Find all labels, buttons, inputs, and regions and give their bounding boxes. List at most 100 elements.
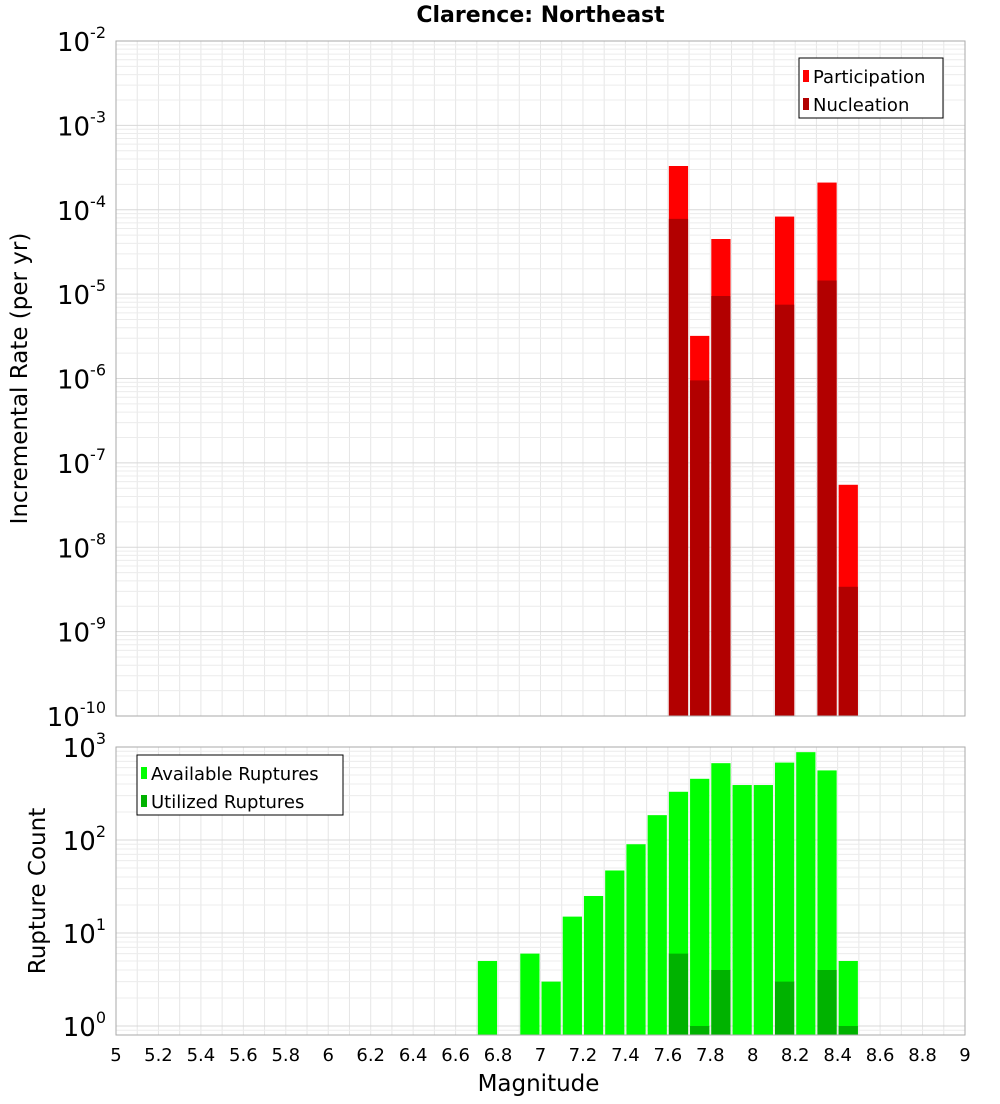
y-tick-base: 10 <box>63 734 96 764</box>
y-tick-label: 10-7 <box>57 445 106 480</box>
bar-utilized-ruptures-8_35 <box>817 969 837 1035</box>
y-tick-exponent: -8 <box>90 529 106 548</box>
x-axis-title: Magnitude <box>478 1071 600 1097</box>
x-tick-label: 5.6 <box>229 1045 258 1066</box>
x-tick-label: 8.8 <box>908 1045 937 1066</box>
legend-swatch <box>803 98 809 110</box>
y-tick-exponent: -3 <box>90 107 106 126</box>
x-tick-label: 9 <box>959 1045 970 1066</box>
bar-available-ruptures-8_45 <box>838 960 858 1035</box>
y-tick-base: 10 <box>63 1013 96 1043</box>
y-tick-base: 10 <box>57 197 90 227</box>
y-tick-exponent: 1 <box>96 915 106 934</box>
bar-nucleation-7_65 <box>668 218 689 716</box>
y-tick-exponent: -7 <box>90 445 106 464</box>
bar-utilized-ruptures-8_15 <box>774 981 795 1035</box>
x-tick-label: 8 <box>747 1045 758 1066</box>
y-tick-label: 10-8 <box>57 529 106 564</box>
y-tick-exponent: -4 <box>90 192 106 211</box>
legend-swatch <box>803 70 809 82</box>
y-tick-exponent: -9 <box>90 614 106 633</box>
bar-nucleation-7_75 <box>690 380 710 716</box>
bar-utilized-ruptures-7_75 <box>690 1025 710 1035</box>
bar-nucleation-8_35 <box>817 280 837 716</box>
y-tick-exponent: -10 <box>80 698 106 717</box>
x-tick-label: 8.6 <box>866 1045 895 1066</box>
y-axis-title: Incremental Rate (per yr) <box>7 233 33 525</box>
bar-available-ruptures-7_95 <box>732 785 752 1035</box>
bar-available-ruptures-7_35 <box>605 870 625 1035</box>
bar-available-ruptures-6_75 <box>477 960 498 1035</box>
legend-label: Available Ruptures <box>151 764 319 785</box>
plot-frame <box>115 40 966 717</box>
y-tick-base: 10 <box>47 703 80 733</box>
chart-title: Clarence: Northeast <box>416 3 665 28</box>
legend-swatch <box>141 795 147 807</box>
x-tick-label: 6.6 <box>441 1045 470 1066</box>
bar-available-ruptures-8_15 <box>774 762 795 1035</box>
y-tick-exponent: 2 <box>96 822 106 841</box>
y-tick-label: 101 <box>63 915 106 950</box>
y-tick-label: 100 <box>63 1008 106 1043</box>
grid-lines <box>116 41 965 716</box>
plot-frame <box>115 746 966 1036</box>
bar-utilized-ruptures-7_85 <box>711 969 731 1035</box>
y-tick-base: 10 <box>57 28 90 58</box>
legend-label: Nucleation <box>813 95 909 116</box>
bar-available-ruptures-7_45 <box>626 844 646 1035</box>
x-tick-label: 5.8 <box>271 1045 300 1066</box>
y-tick-base: 10 <box>57 619 90 649</box>
legend-box <box>798 57 944 119</box>
x-tick-label: 7.2 <box>569 1045 598 1066</box>
y-tick-base: 10 <box>57 450 90 480</box>
y-tick-label: 10-3 <box>57 107 106 142</box>
x-tick-label: 6.4 <box>399 1045 428 1066</box>
x-tick-label: 7.6 <box>654 1045 683 1066</box>
y-tick-base: 10 <box>57 281 90 311</box>
y-tick-base: 10 <box>63 827 96 857</box>
y-tick-exponent: -5 <box>90 276 106 295</box>
legend-label: Participation <box>813 67 925 88</box>
y-tick-label: 10-9 <box>57 614 106 649</box>
x-tick-label: 6 <box>323 1045 334 1066</box>
bar-available-ruptures-7_15 <box>562 916 582 1035</box>
bar-available-ruptures-7_85 <box>711 763 731 1035</box>
y-tick-base: 10 <box>57 534 90 564</box>
y-tick-exponent: 0 <box>96 1008 106 1027</box>
y-axis-title: Rupture Count <box>25 808 51 974</box>
bar-utilized-ruptures-8_45 <box>838 1025 858 1035</box>
x-tick-label: 7.4 <box>611 1045 640 1066</box>
legend: Participation Nucleation <box>798 57 944 119</box>
y-tick-base: 10 <box>57 112 90 142</box>
y-tick-label: 10-6 <box>57 361 106 396</box>
bar-utilized-ruptures-7_65 <box>668 953 689 1035</box>
x-tick-label: 8.2 <box>781 1045 810 1066</box>
y-tick-base: 10 <box>63 920 96 950</box>
legend: Available Ruptures Utilized Ruptures <box>136 754 344 816</box>
x-tick-label: 8.4 <box>823 1045 852 1066</box>
y-tick-label: 10-5 <box>57 276 106 311</box>
bar-nucleation-8_45 <box>838 586 858 716</box>
x-tick-label: 5.4 <box>187 1045 216 1066</box>
y-tick-exponent: -2 <box>90 23 106 42</box>
legend-swatch <box>141 767 147 779</box>
bar-available-ruptures-7_55 <box>647 815 667 1035</box>
bar-available-ruptures-8_05 <box>753 785 773 1035</box>
y-tick-label: 103 <box>63 729 106 764</box>
x-tick-label: 7.8 <box>696 1045 725 1066</box>
y-tick-exponent: -6 <box>90 361 106 380</box>
bar-nucleation-8_15 <box>774 304 795 716</box>
y-tick-label: 10-4 <box>57 192 106 227</box>
bar-available-ruptures-7_75 <box>690 778 710 1035</box>
bar-available-ruptures-8_35 <box>817 770 837 1035</box>
bar-available-ruptures-7_25 <box>583 895 604 1035</box>
y-tick-base: 10 <box>57 366 90 396</box>
bar-available-ruptures-8_25 <box>796 752 816 1035</box>
bar-nucleation-7_85 <box>711 296 731 716</box>
bar-available-ruptures-6_95 <box>520 953 540 1035</box>
y-tick-label: 102 <box>63 822 106 857</box>
x-tick-label: 7 <box>535 1045 546 1066</box>
bars <box>668 166 858 716</box>
